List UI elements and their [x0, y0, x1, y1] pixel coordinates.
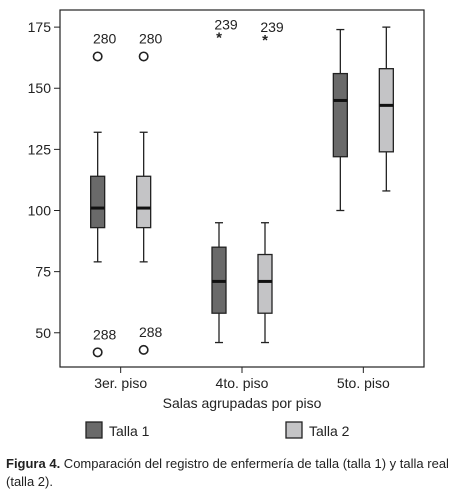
- outlier-label-2: 288: [93, 326, 117, 342]
- outlier-marker-4: *: [216, 29, 222, 46]
- x-axis-label: Salas agrupadas por piso: [163, 395, 322, 411]
- outlier-label-4: 239: [214, 16, 238, 32]
- figure-caption: Figura 4. Comparación del registro de en…: [6, 455, 452, 491]
- box-series-0-cat-0: [90, 175, 106, 229]
- outlier-marker-5: *: [262, 32, 268, 49]
- y-tick-label-50: 50: [35, 325, 51, 341]
- legend-swatch-0: [85, 421, 103, 439]
- box-series-1-cat-1: [257, 253, 273, 314]
- box-series-1-cat-2: [378, 68, 394, 153]
- y-tick-label-125: 125: [28, 141, 52, 157]
- x-tick-label-0: 3er. piso: [94, 375, 147, 391]
- outlier-marker-0: [92, 51, 103, 62]
- outlier-label-1: 280: [139, 30, 163, 46]
- outlier-marker-2: [92, 347, 103, 358]
- x-tick-label-2: 5to. piso: [337, 375, 390, 391]
- figure-label: Figura 4.: [6, 456, 61, 471]
- legend-label-1: Talla 2: [309, 423, 350, 439]
- outlier-label-3: 288: [139, 324, 163, 340]
- y-tick-label-75: 75: [35, 264, 51, 280]
- y-tick-label-100: 100: [28, 203, 52, 219]
- outlier-marker-1: [138, 51, 149, 62]
- outlier-marker-3: [138, 344, 149, 355]
- legend-label-0: Talla 1: [109, 423, 150, 439]
- plot-frame: [59, 9, 425, 368]
- outlier-label-5: 239: [260, 19, 284, 35]
- x-tick-label-1: 4to. piso: [216, 375, 269, 391]
- outlier-label-0: 280: [93, 30, 117, 46]
- boxplot-chart: 50 75 100 125 150 175 3er. piso 4to. piso 5to. p…: [28, 9, 425, 439]
- box-series-1-cat-0: [136, 175, 152, 229]
- y-tick-label-150: 150: [28, 80, 52, 96]
- box-series-0-cat-2: [332, 72, 348, 158]
- y-tick-label-175: 175: [28, 19, 52, 35]
- legend-swatch-1: [285, 421, 303, 439]
- caption-text: Comparación del registro de enfermería d…: [6, 456, 449, 489]
